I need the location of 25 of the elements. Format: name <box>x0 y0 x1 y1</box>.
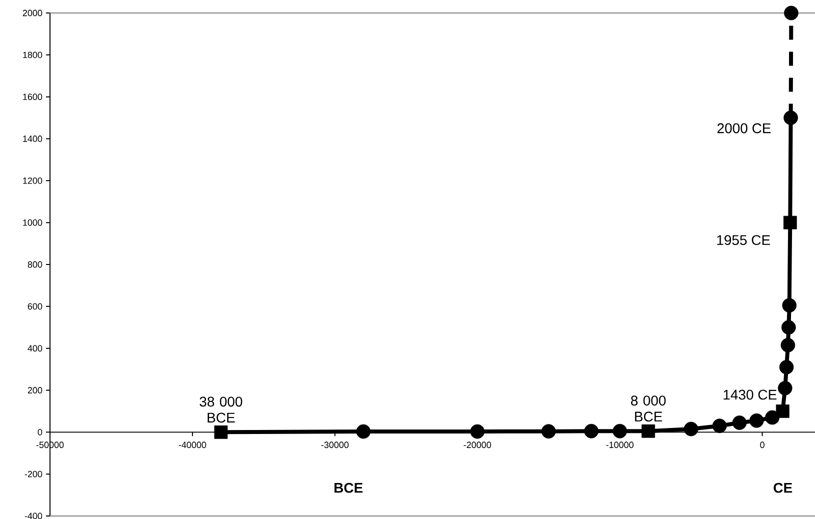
y-tick-label: -400 <box>24 512 42 519</box>
y-tick-label: 200 <box>28 387 42 394</box>
y-tick-label: 400 <box>28 345 42 352</box>
x-tick-label: -30000 <box>321 442 349 448</box>
annotation: CE <box>774 482 792 493</box>
y-tick-label: 1000 <box>23 219 42 226</box>
annotation: 8 000 BCE <box>631 396 666 422</box>
x-tick-label: -20000 <box>464 442 492 448</box>
y-tick-label: 600 <box>28 303 42 310</box>
annotation: 2000 CE <box>717 123 771 134</box>
annotation: 1955 CE <box>717 235 770 246</box>
y-tick-label: 800 <box>28 261 42 268</box>
y-tick-label: 1200 <box>23 177 42 184</box>
y-tick-label: 1400 <box>23 136 42 142</box>
y-tick-label: -200 <box>24 470 42 478</box>
y-tick-label: 0 <box>38 428 42 436</box>
x-tick-label: -10000 <box>606 442 634 448</box>
x-tick-label: -40000 <box>178 442 206 448</box>
x-tick-label: 0 <box>760 442 764 448</box>
y-tick-label: 1800 <box>23 52 42 58</box>
y-tick-label: 1600 <box>23 94 42 100</box>
annotation: 38 000 BCE <box>200 396 242 423</box>
annotation: 1430 CE <box>724 390 776 400</box>
annotation: BCE <box>334 482 363 493</box>
y-tick-label: 2000 <box>22 10 42 16</box>
